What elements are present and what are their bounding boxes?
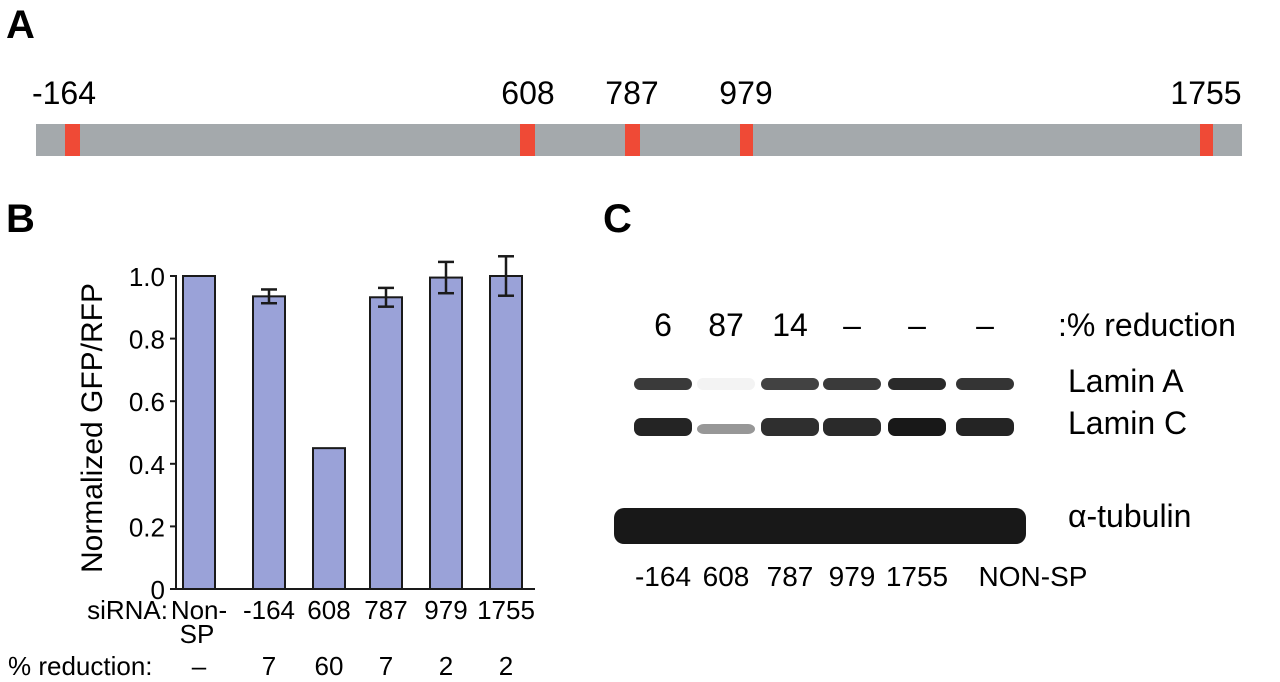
lane-label: NON-SP (979, 561, 1088, 592)
error-bar (438, 260, 454, 295)
category-label: Non-SP (171, 595, 227, 649)
band-lamin-c (956, 418, 1014, 436)
y-tick-label: 0 (151, 575, 165, 605)
band-lamin-a (956, 378, 1014, 390)
y-tick-label: 0.4 (129, 450, 165, 480)
band-lamin-c (761, 418, 819, 436)
y-axis-ticks: 0 0.2 0.4 0.6 0.8 1.0 (129, 262, 176, 605)
panel-a: A -164 608 787 979 1755 (6, 3, 1242, 156)
blot-reduction-value: 87 (708, 307, 744, 343)
band-label-lamin-a: Lamin A (1068, 363, 1184, 399)
site-label-979: 979 (719, 75, 772, 111)
site-mark-787 (625, 124, 640, 156)
sirna-row-label: siRNA: (87, 595, 168, 625)
blot-reduction-value: – (908, 307, 926, 343)
blot-reduction-label: :% reduction (1058, 307, 1236, 343)
band-lamin-a (697, 378, 755, 390)
bar-608 (312, 447, 346, 590)
panel-b: B Normalized GFP/RFP 0 0.2 0.4 0.6 0.8 1.0 si… (6, 197, 535, 681)
blot-reduction-value: – (976, 307, 994, 343)
reduction-value: 7 (262, 651, 276, 681)
bar-1755 (489, 275, 523, 590)
reduction-value: 7 (379, 651, 393, 681)
lane-label: 1755 (886, 561, 948, 592)
error-bar (378, 286, 394, 308)
category-label: 979 (424, 595, 467, 625)
band-lamin-c (823, 418, 881, 436)
lane-label: 979 (829, 561, 876, 592)
bars (182, 275, 523, 590)
site-mark-608 (520, 124, 535, 156)
y-tick-label: 0.6 (129, 387, 165, 417)
site-label-787: 787 (605, 75, 658, 111)
category-label: 1755 (477, 595, 535, 625)
band-lamin-a (823, 378, 881, 390)
blot-reduction-value: 14 (772, 307, 808, 343)
reduction-value: 60 (315, 651, 344, 681)
band-lamin-c (697, 424, 755, 434)
category-label: 787 (364, 595, 407, 625)
band-lamin-c (634, 418, 692, 436)
band-label-lamin-c: Lamin C (1068, 405, 1187, 441)
bar--164 (252, 295, 286, 590)
lane-label: 787 (767, 561, 814, 592)
band-label-alpha-tubulin: α-tubulin (1068, 498, 1191, 534)
blot-reduction-value: – (843, 307, 861, 343)
error-bar (498, 255, 514, 297)
panel-c-letter: C (603, 197, 632, 241)
category-labels: Non-SP -164 608 787 979 1755 (171, 595, 535, 649)
band-lamin-c (888, 418, 946, 436)
site-label-1755: 1755 (1170, 75, 1241, 111)
y-tick-label: 0.2 (129, 512, 165, 542)
band-lamin-a (634, 378, 692, 390)
reduction-value: 2 (439, 651, 453, 681)
site-mark-979 (740, 124, 753, 156)
western-blot (614, 378, 1026, 544)
reduction-row-label: % reduction: (8, 651, 153, 681)
band-lamin-a (761, 378, 819, 390)
site-label-608: 608 (501, 75, 554, 111)
band-alpha-tubulin (614, 508, 1026, 544)
bar-787 (369, 296, 403, 590)
y-axis-label: Normalized GFP/RFP (76, 283, 109, 573)
bar-non-sp (182, 275, 216, 590)
site-mark-1755 (1200, 124, 1213, 156)
panel-a-letter: A (6, 3, 35, 47)
reduction-value: – (192, 651, 207, 681)
reduction-values: – 7 60 7 2 2 (192, 651, 513, 681)
error-bar (261, 288, 277, 305)
blot-reduction-values: 6 87 14– – – (654, 307, 994, 343)
blot-reduction-value: 6 (654, 307, 672, 343)
bar-979 (429, 276, 463, 590)
site-label-neg164: -164 (32, 75, 96, 111)
band-lamin-a (888, 378, 946, 390)
panel-c: C 6 87 14– – – :% reduction Lamin A Lamin C … (603, 197, 1236, 592)
lane-label: -164 (635, 561, 691, 592)
site-mark-neg164 (65, 124, 80, 156)
lane-label: 608 (703, 561, 750, 592)
category-label: -164 (243, 595, 295, 625)
category-label: 608 (307, 595, 350, 625)
y-tick-label: 0.8 (129, 325, 165, 355)
y-tick-label: 1.0 (129, 262, 165, 292)
lane-labels: -164 608 787 979 1755 NON-SP (635, 561, 1087, 592)
panel-b-letter: B (6, 197, 35, 241)
reduction-value: 2 (499, 651, 513, 681)
error-bars (261, 255, 514, 308)
